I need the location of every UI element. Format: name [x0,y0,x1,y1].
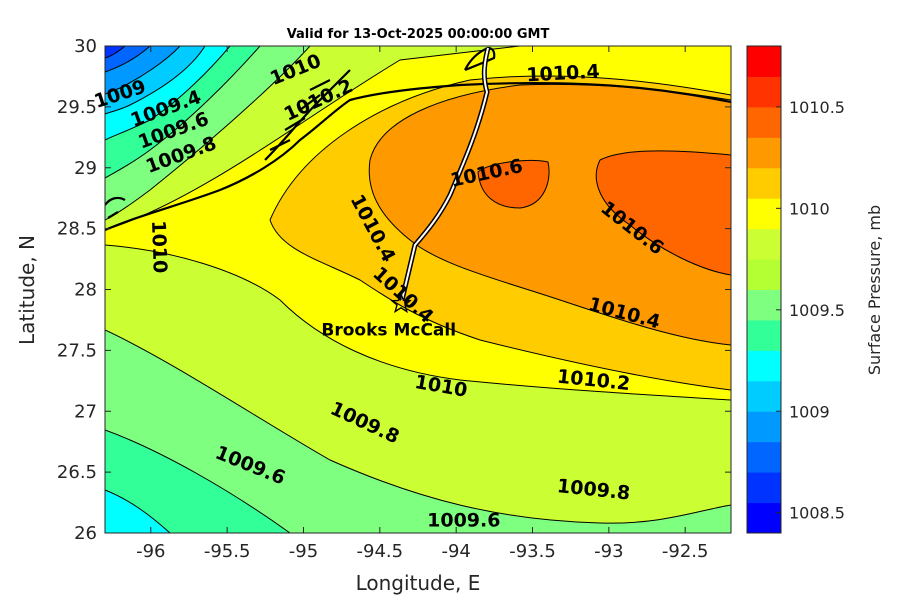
station-label: Brooks McCall [321,320,456,340]
contour-line [269,75,731,221]
contour-label: 1010.4 [526,61,600,87]
coastline-lake [464,46,496,72]
fill-band-1010-6-east [596,150,731,275]
coastline-inlet [105,196,126,219]
contour-line [105,46,206,115]
x-tick-label: -95.5 [204,541,251,562]
contour-line [269,219,731,391]
contour-label: 1010 [147,220,171,274]
y-tick-label: 29.5 [57,97,97,118]
pressure-map [105,46,731,533]
contour-line [105,46,231,141]
fill-band-1010-4 [369,84,731,345]
x-axis: -96 -95.5 -95 -94.5 -94 -93.5 -93 -92.5 [136,46,708,562]
colorbar-segment [747,167,781,199]
x-tick-label: -93 [594,541,623,562]
x-tick-label: -96 [136,541,165,562]
fill-band-1010-6-center [478,160,550,208]
colorbar-segment [747,319,781,351]
colorbar-segment [747,289,781,321]
y-axis-label: Latitude, N [15,235,39,345]
contour-line [105,46,261,179]
map-title: Valid for 13-Oct-2025 00:00:00 GMT [287,27,550,42]
fill-band-1009-4 [105,430,290,533]
colorbar-segment [747,350,781,382]
colorbar-segment [747,137,781,169]
colorbar-segment [747,259,781,290]
coastline-main [105,81,731,232]
x-axis-label: Longitude, E [356,571,481,595]
colorbar-segment [747,441,781,473]
colorbar-segment [747,46,781,77]
colorbar-label: Surface Pressure, mb [865,205,884,375]
y-tick-label: 30 [74,36,97,57]
contour-line [595,159,731,276]
x-tick-label: -95 [289,541,318,562]
x-tick-label: -93.5 [509,541,556,562]
y-tick-label: 26.5 [57,462,97,483]
contour-line [105,46,311,221]
y-tick-label: 27 [74,401,97,422]
colorbar-segment [747,76,781,108]
colorbar-frame [746,45,782,534]
colorbar: 1010.5 1010 1009.5 1009 1008.5 [746,45,845,534]
y-tick-label: 28 [74,280,97,301]
colorbar-tick-label: 1009.5 [789,301,845,320]
x-tick-label: -94 [441,541,470,562]
contour-line [105,46,181,95]
colorbar-segment [747,198,781,230]
colorbar-segment [747,106,781,138]
colorbar-segment [747,228,781,260]
contour-line [105,429,291,533]
fill-band-1009-6 [105,330,731,533]
station-labels: Brooks McCall [321,320,456,340]
y-tick-label: 27.5 [57,340,97,361]
contour-line [105,46,126,59]
contour-line [105,329,731,524]
colorbar-tick-label: 1009 [789,402,830,421]
coastline [105,46,731,232]
station-marker-icon [390,292,412,314]
y-axis: 30 29.5 29 28.5 28 27.5 27 26.5 26 [57,36,731,544]
contour-line [599,150,731,161]
colorbar-segment [747,380,781,412]
x-tick-label: -94.5 [357,541,404,562]
contour-line [105,244,281,301]
fill-band-nw-1008-6 [105,46,125,58]
contour-label: 1009.6 [427,509,500,531]
colorbar-tick-label: 1010.5 [789,98,845,117]
colorbar-segment [747,411,781,443]
y-tick-label: 29 [74,158,97,179]
y-tick-label: 26 [74,523,97,544]
colorbar-tick-label: 1010 [789,199,830,218]
colorbar-segment [747,502,781,534]
coastline-bay [264,69,351,161]
contour-line [477,159,550,209]
contour-line [368,159,731,346]
contour-line [279,299,731,401]
y-tick-label: 28.5 [57,219,97,240]
x-tick-label: -92.5 [662,541,709,562]
fill-band-1009-2 [105,490,170,533]
contour-line [105,46,151,73]
contour-line [105,489,171,533]
colorbar-tick-label: 1008.5 [789,504,845,523]
ship-track [401,47,489,301]
colorbar-segment [747,472,781,504]
